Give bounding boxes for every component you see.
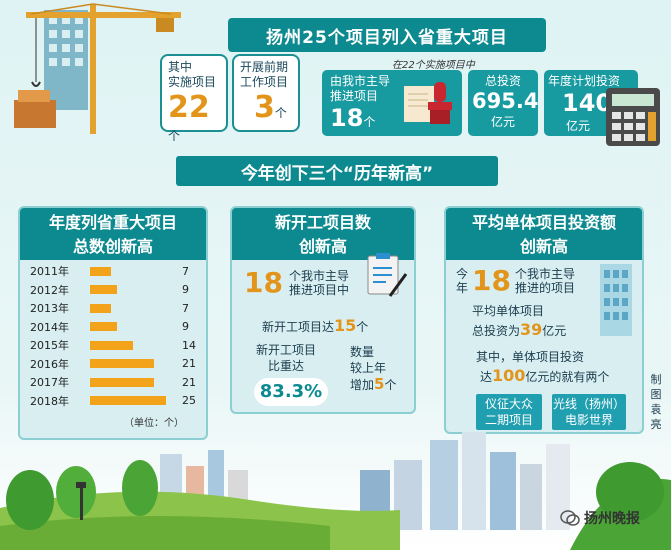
bar-category-label: 2015年 — [30, 339, 69, 352]
bar — [90, 377, 154, 387]
average-value-line: 总投资为39亿元 — [472, 320, 567, 339]
single-project-line-1: 其中，单体项目投资 — [476, 350, 585, 364]
stamp-icon — [404, 82, 452, 124]
ratio-label: 新开工项目 比重达 — [256, 343, 317, 373]
new-start-line: 新开工项目达15个 — [262, 316, 369, 335]
bar-row: 2017年 21 — [30, 373, 196, 391]
ratio-value: 83.3% — [254, 378, 328, 406]
bar-row: 2018年 25 — [30, 392, 196, 410]
bar-category-label: 2011年 — [30, 265, 69, 278]
bar-value-label: 9 — [182, 283, 189, 296]
preliminary-count: 3 — [254, 90, 275, 125]
total-investment-card: 总投资 695.4 亿元 — [468, 70, 538, 136]
crane-jib — [26, 12, 181, 18]
bar-value-label: 7 — [182, 301, 189, 315]
bar-category-label: 2016年 — [30, 357, 69, 371]
bar-value-label: 25 — [182, 394, 196, 407]
bar-category-label: 2017年 — [30, 376, 69, 389]
bar — [90, 396, 166, 405]
bar-row: 2012年 9 — [30, 281, 189, 299]
panel-new-projects: 新开工项目数 创新高 18 个我市主导 推进项目中 新开工项目达15个 新开工项… — [230, 206, 416, 414]
bar — [90, 340, 133, 350]
page-title: 扬州25个项目列入省重大项目 — [228, 18, 546, 52]
wechat-icon — [560, 510, 580, 526]
clipboard-icon — [367, 253, 408, 297]
implementing-note: 在22个实施项目中 — [392, 60, 475, 71]
bar-row: 2013年 7 — [30, 299, 189, 317]
annual-plan-value: 140 — [562, 89, 613, 117]
bar-value-label: 14 — [182, 338, 196, 352]
implementing-projects-card: 其中 实施项目 22个 — [160, 54, 228, 143]
city-led-card: 由我市主导 推进项目 18个 — [322, 70, 462, 136]
crane-mast — [90, 4, 96, 134]
credit-text: 制图 袁亮 — [650, 373, 662, 431]
crane-illustration — [14, 3, 181, 134]
this-year-count: 今 年 18 个我市主导 推进的项目 — [456, 264, 575, 297]
bar — [90, 303, 112, 313]
bar-category-label: 2014年 — [30, 320, 69, 334]
bar-value-label: 21 — [182, 375, 196, 389]
panel-annual-projects: 年度列省重大项目 总数创新高 2011年 7 2012年 9 2013年 7 2014年 9 2… — [18, 206, 208, 440]
building-icon — [600, 264, 632, 336]
single-project-line-2: 达100亿元的就有两个 — [480, 366, 610, 385]
calculator-icon — [606, 88, 660, 146]
city-led-count: 18 — [330, 104, 364, 132]
unit-note: （单位：个） — [124, 418, 184, 429]
bar-row: 2011年 7 — [30, 262, 189, 280]
preliminary-projects-card: 开展前期 工作项目 3个 — [232, 54, 300, 132]
subtitle-banner: 今年创下三个“历年新高” — [176, 156, 498, 186]
average-label: 平均单体项目 — [472, 304, 545, 318]
brick-stack — [14, 100, 56, 128]
city-park-scenery — [0, 432, 671, 550]
bar-row: 2016年 21 — [30, 355, 196, 373]
bar-value-label: 7 — [182, 264, 189, 278]
panel-annual-projects-header: 年度列省重大项目 总数创新高 — [20, 208, 206, 260]
project-yizheng-vw: 仪征大众 二期项目 — [476, 394, 542, 430]
panel-new-projects-header: 新开工项目数 创新高 — [232, 208, 414, 260]
total-investment-value: 695.4 — [472, 89, 539, 113]
bar-category-label: 2012年 — [30, 283, 69, 297]
bar — [90, 359, 154, 368]
bar-value-label: 21 — [182, 357, 196, 370]
implementing-count: 22 — [168, 90, 210, 125]
panel-average-investment-header: 平均单体项目投资额 创新高 — [446, 208, 642, 260]
panel-average-investment: 平均单体项目投资额 创新高 今 年 18 个我市主导 推进的项目 平均单体项目 — [444, 206, 644, 434]
bar-row: 2015年 14 — [30, 336, 196, 354]
increase-label: 数量 较上年 增加5个 — [350, 345, 397, 393]
project-guangxian-film: 光线（扬州） 电影世界 — [552, 394, 626, 430]
bar — [90, 266, 112, 276]
city-led-count-mid: 18 个我市主导 推进项目中 — [244, 266, 349, 299]
bar-value-label: 9 — [182, 320, 189, 333]
bar-category-label: 2013年 — [30, 302, 69, 315]
bar-row: 2014年 9 — [30, 318, 189, 336]
bar — [90, 322, 118, 331]
watermark: 扬州晚报 — [560, 508, 640, 528]
bar — [90, 285, 118, 294]
bar-category-label: 2018年 — [30, 394, 69, 408]
